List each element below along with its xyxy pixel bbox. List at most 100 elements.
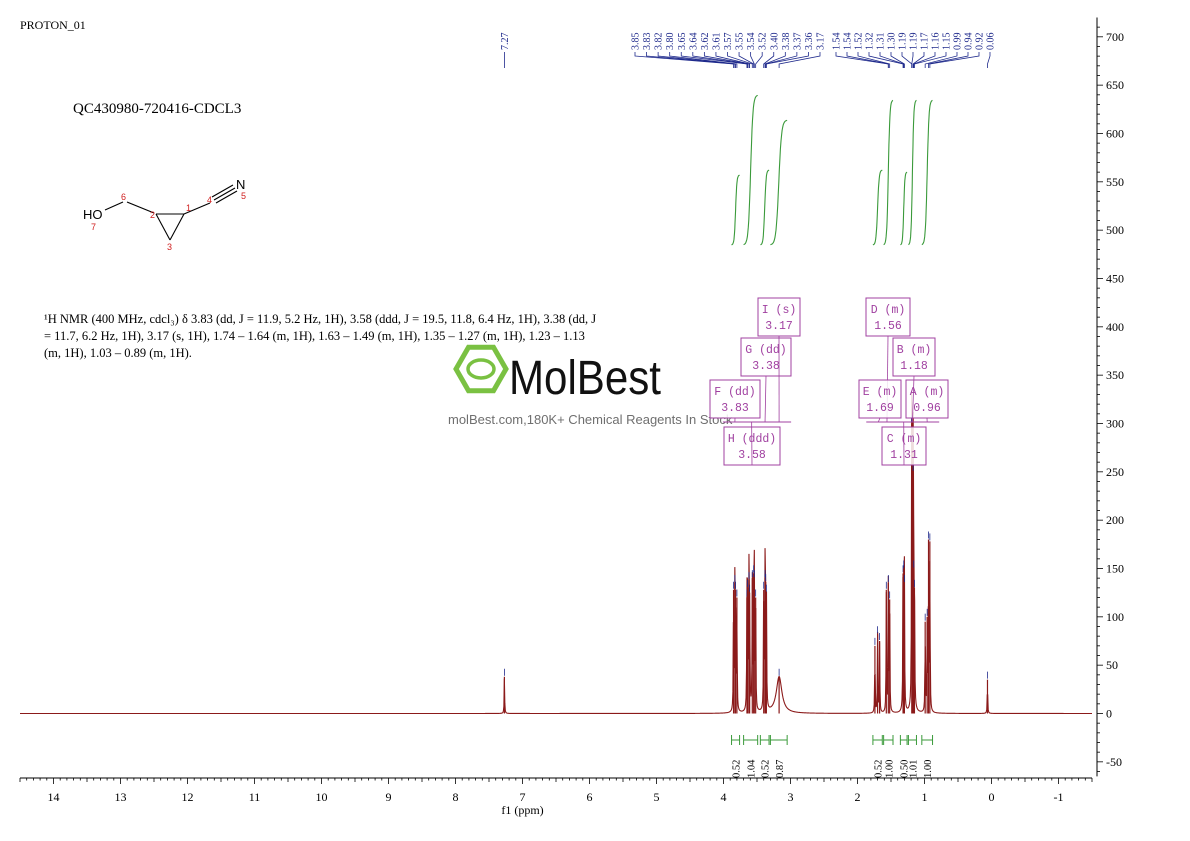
peak-label-leader: [987, 52, 991, 68]
peak-label: 3.52: [758, 33, 769, 51]
multiplet-box: [757, 297, 801, 337]
peak-label-leader: [738, 52, 755, 68]
atom-number: 6: [121, 192, 126, 202]
multiplet-connector: [764, 375, 767, 423]
multiplet-type: E (m): [863, 386, 898, 399]
watermark-url: molBest.com,180K+ Chemical Reagents In S…: [448, 412, 733, 427]
peak-label-leader: [680, 52, 748, 68]
peak-label: 3.36: [804, 33, 815, 51]
peak-label-leader: [755, 52, 763, 68]
integral-curve: [883, 99, 894, 246]
y-tick-label: 250: [1106, 465, 1124, 479]
integral-value: 0.52: [874, 760, 885, 778]
atom-label: HO: [83, 207, 103, 222]
atom-number: 7: [91, 222, 96, 232]
document-title: PROTON_01: [20, 18, 86, 32]
atom-number: 3: [167, 242, 172, 252]
peak-label-leader: [765, 52, 809, 68]
peak-label-leader: [912, 52, 925, 68]
peak-label-leader: [890, 52, 905, 68]
multiplet-type: A (m): [910, 386, 945, 399]
x-tick-label: 8: [453, 790, 459, 804]
x-tick-label: 14: [48, 790, 60, 804]
integral-value: 1.00: [923, 760, 934, 778]
peak-label: 1.19: [909, 33, 920, 51]
y-tick-label: -50: [1106, 755, 1122, 769]
peak-label: 3.40: [769, 33, 780, 51]
peak-label: 1.30: [887, 33, 898, 51]
multiplet-connector: [877, 417, 881, 423]
atom-label: N: [236, 177, 245, 192]
chemical-bond: [126, 201, 155, 214]
peak-label-leader: [692, 52, 749, 68]
multiplet-shift: 3.83: [721, 402, 749, 415]
x-tick-label: 6: [587, 790, 593, 804]
y-tick-label: 0: [1106, 707, 1112, 721]
integral-value: 0.52: [732, 760, 743, 778]
molbest-logo: MolBest: [453, 344, 661, 405]
x-axis: 14 13 12 11 10 9 8 7 6 5 4 3 2 1 0 -1f1 (ppm): [19, 777, 1093, 817]
y-tick-label: 350: [1106, 368, 1124, 382]
peak-label: 1.32: [865, 33, 876, 51]
peak-label: 1.17: [920, 33, 931, 51]
peak-label: 3.80: [665, 33, 676, 51]
peak-label: 3.57: [723, 33, 734, 51]
chemical-bond: [169, 213, 185, 241]
peak-label: 3.65: [677, 33, 688, 51]
triple-bond-line: [211, 184, 234, 198]
peak-label: 3.64: [688, 33, 699, 51]
peak-label-leader: [924, 52, 958, 68]
peak-label-leader: [846, 52, 889, 68]
multiplet-shift: 1.56: [874, 320, 902, 333]
x-axis-title: f1 (ppm): [501, 803, 543, 817]
chemical-bond: [104, 201, 124, 211]
peak-label: 3.54: [746, 33, 757, 51]
x-tick-label: 9: [386, 790, 392, 804]
multiplet-type: B (m): [897, 344, 932, 357]
x-tick-label: 10: [316, 790, 328, 804]
spectrum-group: [20, 392, 1092, 715]
chemical-bond: [155, 213, 171, 241]
multiplet-shift: 1.69: [866, 402, 894, 415]
integral-curve: [770, 119, 788, 246]
x-tick-label: 3: [788, 790, 794, 804]
x-tick-label: 4: [721, 790, 727, 804]
multiplet-box: [709, 379, 761, 419]
spectrum-line: [20, 392, 1092, 715]
peak-label-leader: [765, 52, 798, 68]
peak-label: 3.55: [735, 33, 746, 51]
molecule-structure: HO7 6 2 3 1 4 N5: [83, 177, 246, 252]
multiplet-type: G (dd): [745, 344, 786, 357]
peak-label-leader: [646, 52, 736, 68]
integral-curve: [908, 99, 917, 246]
peak-label-leader: [928, 52, 969, 68]
peak-label: 3.83: [642, 33, 653, 51]
integral-value: 1.04: [747, 759, 758, 778]
peak-label: 0.92: [975, 33, 986, 51]
multiplet-shift: 3.17: [765, 320, 793, 333]
peak-label-leader: [634, 52, 734, 68]
peak-label: 3.38: [781, 33, 792, 51]
y-tick-label: 200: [1106, 513, 1124, 527]
peak-label: 0.06: [986, 33, 997, 51]
multiplet-type: I (s): [762, 304, 797, 317]
y-tick-label: 650: [1106, 78, 1124, 92]
peak-label: 3.62: [700, 33, 711, 51]
peak-label: 1.52: [854, 33, 865, 51]
peak-label-leader: [879, 52, 905, 68]
integral-curve: [760, 169, 770, 246]
atom-number: 2: [150, 210, 155, 220]
peak-label-leader: [911, 52, 914, 68]
peak-label-leader: [715, 52, 751, 68]
peak-label: 3.17: [816, 33, 827, 51]
integral-curve: [900, 171, 908, 246]
y-tick-label: 700: [1106, 30, 1124, 44]
logo-hexagon-icon: [453, 344, 509, 394]
peak-label: 1.19: [898, 33, 909, 51]
peak-label: 3.85: [631, 33, 642, 51]
peak-label-leader: [913, 52, 936, 68]
integral-value: 0.52: [761, 760, 772, 778]
peak-label: 3.61: [711, 33, 722, 51]
